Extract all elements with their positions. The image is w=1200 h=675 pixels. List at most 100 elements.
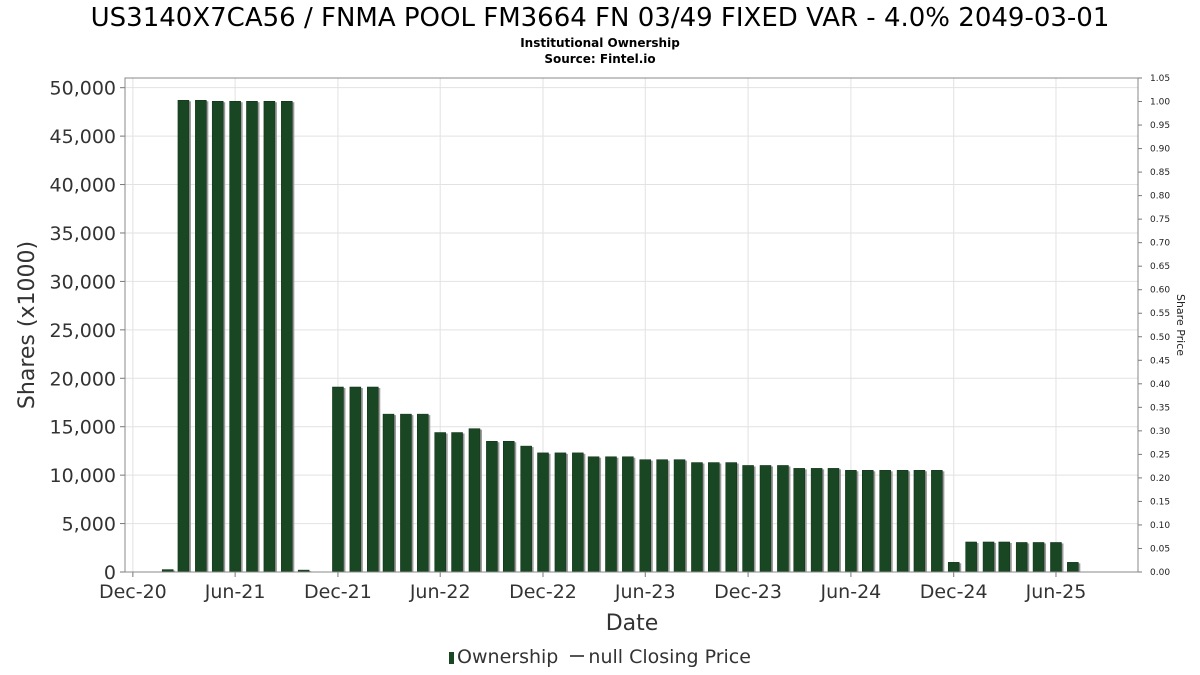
x-tick-label: Jun-21 [204, 581, 266, 603]
y-tick-label: 30,000 [50, 271, 116, 293]
y2-tick-label: 0.40 [1150, 380, 1170, 390]
y2-tick-label: 0.20 [1150, 474, 1170, 484]
y2-tick-label: 0.45 [1150, 356, 1170, 366]
y-tick-label: 50,000 [50, 78, 116, 100]
y2-axis-title: Share Price [1174, 294, 1187, 356]
ownership-bar [382, 413, 395, 573]
y-tick-label: 40,000 [50, 175, 116, 197]
ownership-bar [281, 100, 293, 573]
ownership-bar [554, 452, 567, 573]
ownership-bar [468, 428, 481, 573]
ownership-bar [605, 456, 617, 573]
plot-frame [124, 77, 1139, 573]
y2-tick-label: 0.30 [1150, 427, 1170, 437]
ownership-bar [332, 386, 344, 573]
ownership-bar [913, 470, 926, 573]
ownership-bar [177, 100, 190, 573]
ownership-bar [367, 386, 379, 573]
ownership-bar [572, 452, 584, 573]
price-line-icon [570, 655, 585, 657]
chart-source: Source: Fintel.io [544, 52, 656, 66]
ownership-bar [263, 100, 276, 573]
x-tick-label: Jun-22 [409, 581, 471, 603]
x-tick-label: Jun-23 [614, 581, 676, 603]
y-axis-title: Shares (x1000) [15, 241, 40, 409]
y2-tick-label: 0.25 [1150, 450, 1170, 460]
y-tick-label: 35,000 [50, 223, 116, 245]
ownership-bar [417, 413, 429, 573]
ownership-bar [502, 440, 515, 573]
y2-tick-label: 0.90 [1150, 145, 1170, 155]
ownership-bar [1015, 542, 1028, 573]
y2-tick-label: 0.75 [1150, 215, 1170, 225]
ownership-bar [742, 465, 754, 573]
ownership-bar [400, 413, 412, 573]
y-tick-label: 15,000 [50, 417, 116, 439]
ownership-bar [777, 465, 789, 573]
x-tick-label: Dec-23 [714, 581, 782, 603]
y2-tick-label: 0.15 [1150, 497, 1170, 507]
ownership-bar [947, 562, 960, 573]
ownership-bar [810, 468, 823, 573]
x-tick-label: Dec-21 [304, 581, 372, 603]
ownership-bar [639, 459, 652, 573]
y2-tick-label: 1.00 [1150, 98, 1170, 108]
ownership-bar [486, 440, 498, 573]
y2-tick-label: 0.80 [1150, 192, 1170, 202]
ownership-bar [622, 456, 634, 573]
y-tick-label: 0 [104, 562, 116, 584]
y2-tick-label: 0.70 [1150, 239, 1170, 249]
chart-title: US3140X7CA56 / FNMA POOL FM3664 FN 03/49… [90, 3, 1110, 33]
y2-tick-label: 0.10 [1150, 521, 1170, 531]
ownership-bar [845, 470, 857, 573]
y-tick-label: 5,000 [62, 514, 116, 536]
x-axis-title: Date [606, 611, 659, 636]
legend-ownership-label: Ownership [457, 646, 559, 668]
legend-ownership[interactable]: Ownership [449, 646, 564, 668]
y2-tick-label: 0.85 [1150, 168, 1170, 178]
ownership-bar [434, 432, 446, 573]
ownership-bar [896, 470, 909, 573]
chart-subtitle: Institutional Ownership [520, 36, 680, 50]
y2-tick-label: 0.65 [1150, 262, 1170, 272]
ownership-bar [229, 100, 241, 573]
ownership-bar [691, 462, 703, 573]
legend-price[interactable]: null Closing Price [564, 646, 751, 668]
ownership-bar [520, 445, 532, 573]
legend: Ownership null Closing Price [0, 646, 1200, 668]
y-tick-label: 25,000 [50, 320, 116, 342]
y2-tick-label: 0.95 [1150, 121, 1170, 131]
y2-tick-label: 0.00 [1150, 568, 1170, 578]
ownership-bar [759, 465, 772, 573]
y-tick-label: 20,000 [50, 368, 116, 390]
ownership-bar [725, 462, 737, 573]
ownership-bar [965, 541, 977, 573]
y-tick-label: 45,000 [50, 126, 116, 148]
ownership-bar [673, 459, 686, 573]
ownership-bar [537, 452, 549, 573]
ownership-bar [708, 462, 720, 573]
ownership-bar [451, 432, 463, 573]
ownership-bar [879, 470, 891, 573]
ownership-bar [998, 541, 1011, 573]
legend-price-label: null Closing Price [588, 646, 751, 668]
x-tick-label: Jun-25 [1025, 581, 1087, 603]
x-tick-label: Dec-24 [920, 581, 988, 603]
ownership-swatch-icon [449, 652, 455, 664]
x-tick-label: Jun-24 [820, 581, 882, 603]
y2-tick-label: 0.60 [1150, 286, 1170, 296]
y2-tick-label: 0.55 [1150, 309, 1170, 319]
y2-tick-label: 0.05 [1150, 544, 1170, 554]
y2-tick-label: 0.35 [1150, 403, 1170, 413]
ownership-bar [195, 100, 207, 573]
ownership-bar [1050, 542, 1062, 573]
ownership-bar [656, 459, 668, 573]
ownership-bar [587, 456, 600, 573]
ownership-bar [1032, 542, 1045, 573]
y-tick-label: 10,000 [50, 465, 116, 487]
y2-tick-label: 0.50 [1150, 333, 1170, 343]
y2-tick-label: 1.05 [1150, 74, 1170, 84]
ownership-bar [349, 386, 362, 573]
ownership-bar [862, 470, 874, 573]
